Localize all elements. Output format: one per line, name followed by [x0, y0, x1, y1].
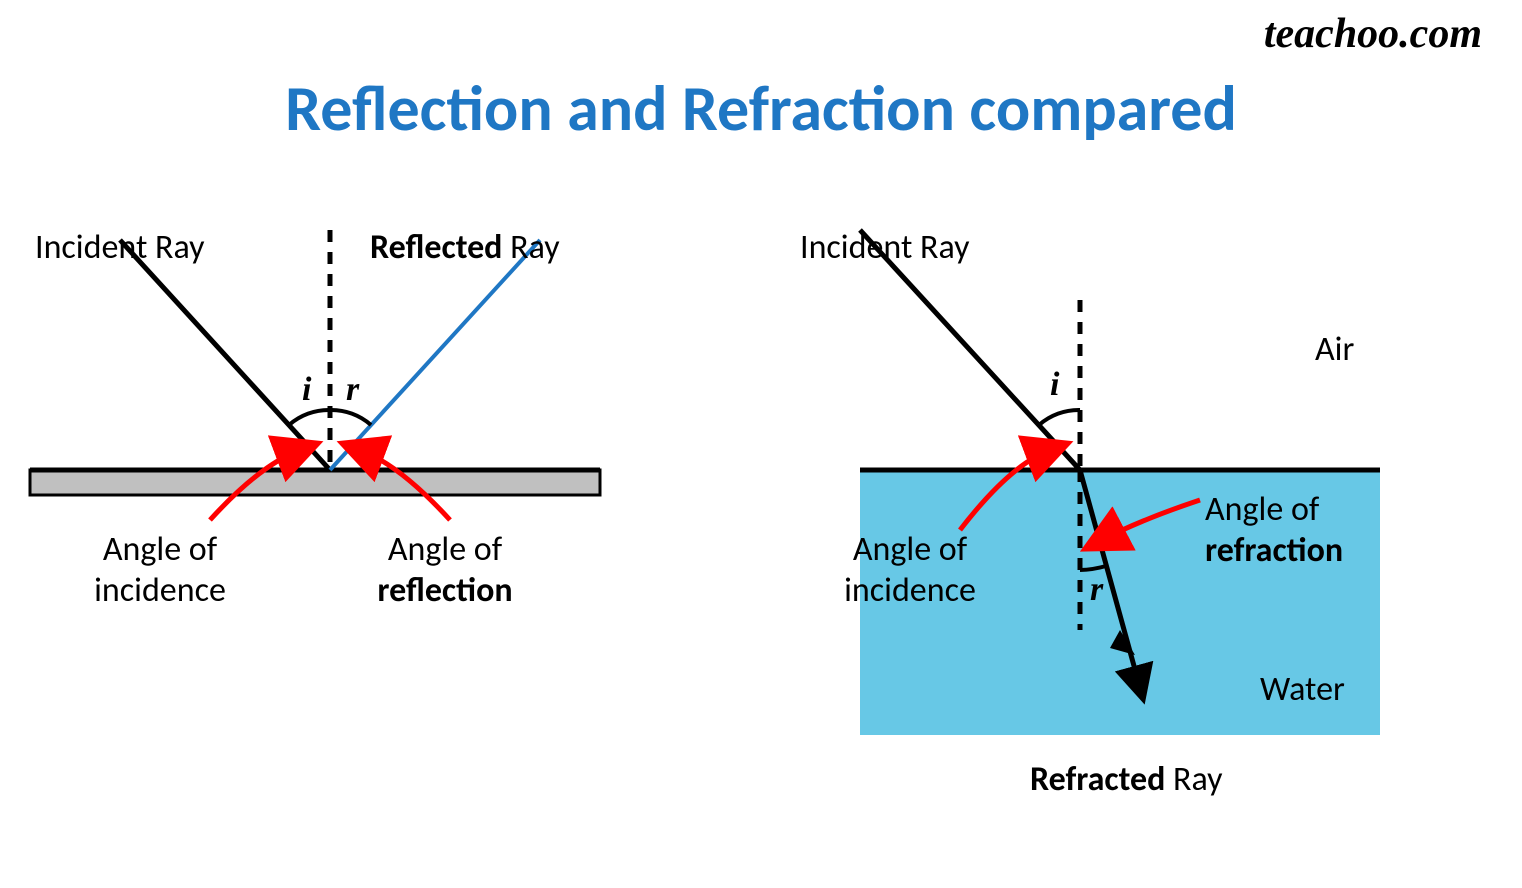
- aoi-l2-right: incidence: [844, 570, 976, 611]
- angle-r-symbol-left: r: [346, 371, 360, 408]
- angle-incidence-label-left: Angle of incidence: [70, 530, 250, 612]
- watermark-text: teachoo.com: [1264, 10, 1482, 58]
- diagram-container: i r Incident Ray Reflected Ray Angle of …: [0, 200, 1522, 850]
- refracted-bold: Refracted: [1030, 759, 1165, 800]
- reflected-ray-left: [330, 240, 540, 470]
- mirror-surface: [30, 470, 600, 495]
- aoi-l1-right: Angle of: [853, 529, 967, 570]
- angle-incidence-label-right: Angle of incidence: [820, 530, 1000, 612]
- page-title: Reflection and Refraction compared: [0, 70, 1522, 148]
- air-label: Air: [1315, 330, 1354, 371]
- aor-l2-right: refraction: [1205, 530, 1343, 571]
- angle-refraction-label-right: Angle of refraction: [1205, 490, 1425, 572]
- reflected-rest: Ray: [502, 227, 559, 268]
- water-label: Water: [1260, 670, 1345, 711]
- incident-ray-left: [120, 240, 330, 470]
- reflected-bold: Reflected: [370, 227, 502, 268]
- incident-ray-label-right: Incident Ray: [800, 228, 970, 269]
- aoi-l1-left: Angle of: [103, 529, 217, 570]
- aoi-l2-left: incidence: [94, 570, 226, 611]
- angle-reflection-label-left: Angle of reflection: [345, 530, 545, 612]
- aor-l1-left: Angle of: [388, 529, 502, 570]
- angle-i-symbol-right: i: [1050, 366, 1060, 403]
- aor-l1-right: Angle of: [1205, 489, 1319, 530]
- aor-l2-left: reflection: [377, 570, 512, 611]
- refracted-ray-label: Refracted Ray: [1030, 760, 1223, 801]
- angle-i-symbol-left: i: [302, 371, 312, 408]
- angle-r-arc-left: [330, 410, 371, 425]
- angle-i-arc-left: [289, 410, 330, 425]
- refracted-rest: Ray: [1165, 759, 1222, 800]
- incident-ray-label-left: Incident Ray: [35, 228, 205, 269]
- reflected-ray-label-left: Reflected Ray: [370, 228, 560, 269]
- angle-r-symbol-right: r: [1090, 571, 1104, 608]
- angle-i-arc-right: [1039, 410, 1080, 425]
- reflection-diagram: i r: [10, 200, 650, 700]
